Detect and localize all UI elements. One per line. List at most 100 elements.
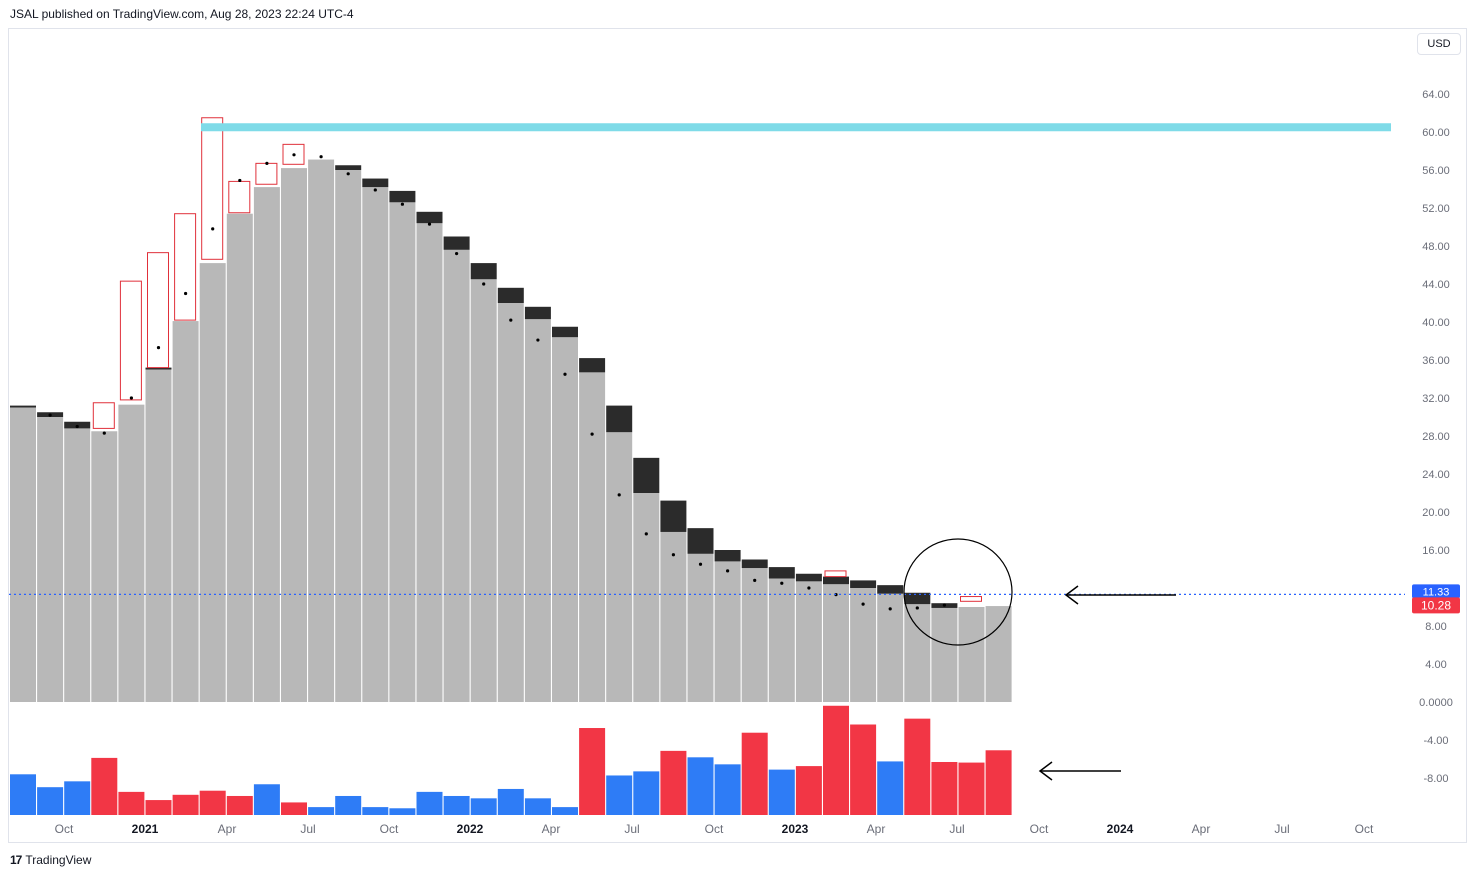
price-bar xyxy=(687,553,714,702)
price-bar xyxy=(795,581,822,702)
price-bar xyxy=(931,607,958,702)
down-candle-body xyxy=(362,178,389,188)
price-bar xyxy=(958,607,985,702)
price-bar xyxy=(633,493,660,702)
y-tick-label: 4.00 xyxy=(1425,659,1446,671)
dot-marker xyxy=(482,282,486,286)
dot-marker xyxy=(427,222,432,226)
y-tick-label: 48.00 xyxy=(1422,241,1450,253)
dot-marker xyxy=(509,318,513,322)
histogram-bar xyxy=(10,774,36,815)
down-candle-body xyxy=(768,567,795,579)
arrow-histogram-head xyxy=(1038,761,1053,781)
x-tick-label: 2022 xyxy=(457,822,484,836)
price-bar xyxy=(823,584,849,702)
dot-marker xyxy=(102,431,106,435)
price-badge-bg xyxy=(1412,597,1460,614)
up-wick-box xyxy=(119,280,142,401)
y-tick-label: 40.00 xyxy=(1422,317,1450,329)
price-bar xyxy=(389,202,416,703)
highlight-circle xyxy=(903,538,1013,646)
histogram-bar xyxy=(850,724,877,815)
price-bar xyxy=(416,223,443,702)
dot-marker xyxy=(156,346,161,350)
histogram-bar xyxy=(335,795,362,815)
down-candle-body xyxy=(687,528,714,554)
price-bar xyxy=(524,319,551,702)
histogram-bar xyxy=(199,790,226,815)
dot-marker xyxy=(671,553,676,557)
x-tick-label: Apr xyxy=(1192,822,1211,836)
dot-marker xyxy=(617,493,621,497)
y-tick-label: 8.00 xyxy=(1425,621,1446,633)
price-bar xyxy=(362,187,389,703)
dot-marker xyxy=(726,569,730,573)
dot-marker xyxy=(807,586,811,590)
dot-marker xyxy=(48,413,52,417)
footer-brand[interactable]: 17 TradingView xyxy=(10,853,91,867)
down-candle-body xyxy=(823,576,849,585)
y-tick-label: 20.00 xyxy=(1422,507,1450,519)
up-wick-box xyxy=(174,213,197,321)
currency-button[interactable]: USD xyxy=(1417,33,1461,55)
x-tick-label: Jul xyxy=(1274,822,1289,836)
publish-header: JSAL published on TradingView.com, Aug 2… xyxy=(10,7,354,21)
price-bar xyxy=(253,187,280,703)
y-tick-label: 52.00 xyxy=(1422,203,1450,215)
price-bar xyxy=(579,372,606,702)
x-tick-label: Jul xyxy=(300,822,315,836)
down-candle-body xyxy=(389,190,416,203)
dot-marker xyxy=(536,338,540,342)
down-candle-body xyxy=(335,165,362,170)
down-candle-body xyxy=(443,236,470,250)
x-tick-label: Oct xyxy=(380,822,399,836)
histogram-bar xyxy=(958,762,985,815)
x-tick-label: Jul xyxy=(624,822,639,836)
price-bar xyxy=(552,337,578,702)
dot-marker xyxy=(400,202,404,206)
x-tick-label: Apr xyxy=(542,822,561,836)
histogram-bar xyxy=(795,766,822,815)
price-badge-label: 10.28 xyxy=(1421,598,1451,612)
dot-marker xyxy=(319,155,323,159)
price-bar xyxy=(10,407,36,702)
footer-brand-label: TradingView xyxy=(25,853,92,867)
dot-marker xyxy=(373,188,377,192)
down-candle-body xyxy=(145,367,172,370)
dot-marker xyxy=(753,578,757,583)
histogram-bar xyxy=(118,791,145,815)
x-tick-label: Oct xyxy=(55,822,74,836)
histogram-bar xyxy=(606,775,633,815)
histogram-bar xyxy=(253,784,280,815)
y-tick-label: -4.00 xyxy=(1423,735,1448,747)
price-bar xyxy=(64,428,91,702)
histogram-bar xyxy=(308,807,335,815)
x-tick-label: Apr xyxy=(867,822,886,836)
price-bar xyxy=(335,170,362,702)
tradingview-logo-icon: 17 xyxy=(10,853,22,867)
y-tick-label: 44.00 xyxy=(1422,279,1450,291)
histogram-bar xyxy=(660,750,687,815)
price-bar xyxy=(497,303,524,702)
price-bar xyxy=(606,432,633,702)
dot-marker xyxy=(238,178,242,183)
dot-marker xyxy=(455,252,459,256)
price-bar xyxy=(226,213,253,702)
price-bar xyxy=(91,431,118,702)
price-bar xyxy=(118,404,145,702)
dot-marker xyxy=(563,372,567,376)
dot-marker xyxy=(644,532,648,536)
y-tick-label: 56.00 xyxy=(1422,165,1450,177)
histogram-bar xyxy=(362,807,389,815)
price-bar xyxy=(741,568,768,702)
down-candle-body xyxy=(877,585,904,594)
y-tick-label: 16.00 xyxy=(1422,545,1450,557)
up-wick-box xyxy=(228,180,251,214)
price-bar xyxy=(37,417,64,702)
price-bar xyxy=(985,606,1012,702)
price-bar xyxy=(443,249,470,703)
dot-marker xyxy=(942,603,947,607)
y-tick-label: 32.00 xyxy=(1422,393,1450,405)
price-bar xyxy=(714,561,741,702)
